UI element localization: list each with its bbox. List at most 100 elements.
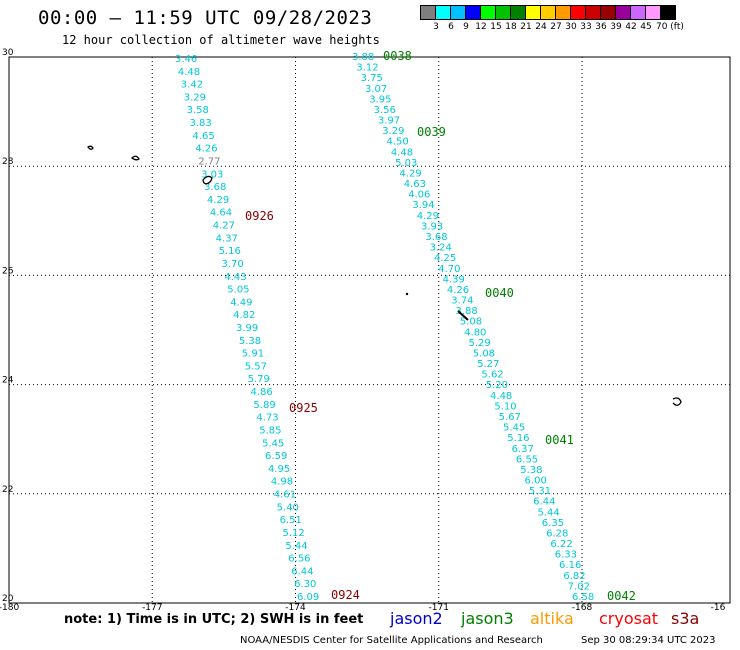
footer-note: note: 1) Time is in UTC; 2) SWH is in fe…: [64, 612, 364, 627]
west-track-value: 6.59: [265, 451, 287, 462]
lon-tick-label: -180: [0, 603, 19, 613]
east-track-value: 4.48: [490, 391, 512, 402]
east-track-value: 3.12: [356, 63, 378, 74]
east-track-value: 6.28: [546, 528, 568, 539]
colorbar-label: 27: [550, 22, 562, 32]
colorbar-label: 15: [490, 22, 502, 32]
west-track-value: 4.65: [192, 131, 214, 142]
west-track-value: 3.29: [184, 92, 206, 103]
west-track-value: 4.27: [213, 221, 235, 232]
legend-jason3: jason3: [461, 609, 514, 628]
west-track-value: 5.05: [227, 285, 249, 296]
east-track-value: 4.29: [417, 211, 439, 222]
lon-tick-label: -177: [142, 603, 162, 613]
east-track-value: 5.08: [473, 348, 495, 359]
pass-time-label: 0038: [383, 49, 412, 63]
pass-time-label: 0925: [289, 401, 318, 415]
east-track-value: 3.94: [412, 200, 434, 211]
west-track-value: 3.03: [201, 169, 223, 180]
west-track-value: 5.12: [282, 528, 304, 539]
island-outline: [202, 175, 213, 185]
east-track-value: 6.00: [525, 476, 547, 487]
lat-tick-label: 26: [2, 266, 14, 276]
legend-s3a: s3a: [671, 609, 700, 628]
colorbar-swatch: [660, 5, 676, 20]
colorbar-label: 24: [535, 22, 547, 32]
west-track-value: 5.57: [245, 361, 267, 372]
colorbar-label: 12: [475, 22, 487, 32]
colorbar-label: 9: [463, 22, 469, 32]
east-track-value: 5.08: [460, 317, 482, 328]
west-track-value: 4.64: [210, 208, 232, 219]
west-track-value: 5.40: [277, 502, 299, 513]
east-track-value: 6.44: [533, 497, 555, 508]
colorbar-label: 3: [433, 22, 439, 32]
east-track-value: 3.24: [430, 243, 452, 254]
east-track-value: 5.45: [503, 423, 525, 434]
island-outline: [87, 145, 94, 150]
west-track-value: 6.56: [288, 554, 310, 565]
east-track-value: 3.29: [382, 126, 404, 137]
east-track-value: 5.20: [486, 380, 508, 391]
east-track-value: 4.63: [404, 179, 426, 190]
east-track-value: 3.88: [456, 306, 478, 317]
east-track-value: 6.82: [563, 571, 585, 582]
east-track-value: 6.35: [542, 518, 564, 529]
pass-time-label: 0041: [545, 433, 574, 447]
island-outline: [457, 310, 469, 321]
wave-height-colorbar: [420, 5, 676, 20]
colorbar-label: 42: [625, 22, 637, 32]
west-track-value: 3.46: [175, 54, 197, 65]
colorbar-label: 36: [595, 22, 607, 32]
lon-tick-label: -171: [429, 603, 449, 613]
west-track-value: 4.95: [268, 464, 290, 475]
map-frame: [8, 56, 731, 604]
legend-altika: altika: [530, 609, 574, 628]
west-track-value: 5.45: [262, 438, 284, 449]
east-track-value: 4.06: [408, 190, 430, 201]
west-track-value: 5.89: [253, 400, 275, 411]
west-track-value: 4.37: [216, 233, 238, 244]
pass-time-label: 0924: [331, 588, 360, 602]
west-track-value: 5.16: [219, 246, 241, 257]
lat-tick-label: 28: [2, 157, 14, 167]
east-track-value: 4.80: [464, 327, 486, 338]
colorbar-label: 39: [610, 22, 622, 32]
east-track-value: 4.29: [399, 168, 421, 179]
east-track-value: 5.29: [468, 338, 490, 349]
east-track-value: 3.74: [451, 296, 473, 307]
east-track-value: 6.22: [550, 539, 572, 550]
lat-tick-label: 22: [2, 485, 13, 495]
east-track-value: 5.31: [529, 486, 551, 497]
colorbar-label: 21: [520, 22, 532, 32]
east-track-value: 3.07: [365, 84, 387, 95]
pass-time-label: 0040: [485, 286, 514, 300]
west-track-value: 2.77: [198, 156, 220, 167]
west-track-value: 3.70: [221, 259, 243, 270]
lon-tick-label: -174: [285, 603, 306, 613]
east-track-value: 4.25: [434, 253, 456, 264]
legend-jason2: jason2: [390, 609, 443, 628]
map-subtitle: 12 hour collection of altimeter wave hei…: [62, 33, 380, 47]
colorbar-label: 45: [640, 22, 652, 32]
east-track-value: 4.39: [443, 274, 465, 285]
legend-cryosat: cryosat: [599, 609, 659, 628]
island-outline: [131, 155, 140, 161]
colorbar-label: 70 (ft): [655, 22, 684, 32]
east-track-value: 3.97: [378, 116, 400, 127]
east-track-value: 4.26: [447, 285, 469, 296]
west-track-value: 4.98: [271, 477, 293, 488]
credit-text: NOAA/NESDIS Center for Satellite Applica…: [240, 635, 543, 646]
west-track-value: 6.51: [280, 515, 302, 526]
east-track-value: 5.62: [481, 370, 503, 381]
west-track-value: 5.85: [259, 425, 281, 436]
east-track-value: 6.58: [572, 592, 594, 603]
west-track-value: 3.58: [187, 105, 209, 116]
east-track-value: 3.56: [374, 105, 396, 116]
west-track-value: 4.61: [274, 490, 296, 501]
west-track-value: 5.38: [239, 336, 261, 347]
east-track-value: 4.50: [387, 137, 409, 148]
west-track-value: 6.30: [294, 579, 316, 590]
lon-tick-label: -168: [572, 603, 593, 613]
